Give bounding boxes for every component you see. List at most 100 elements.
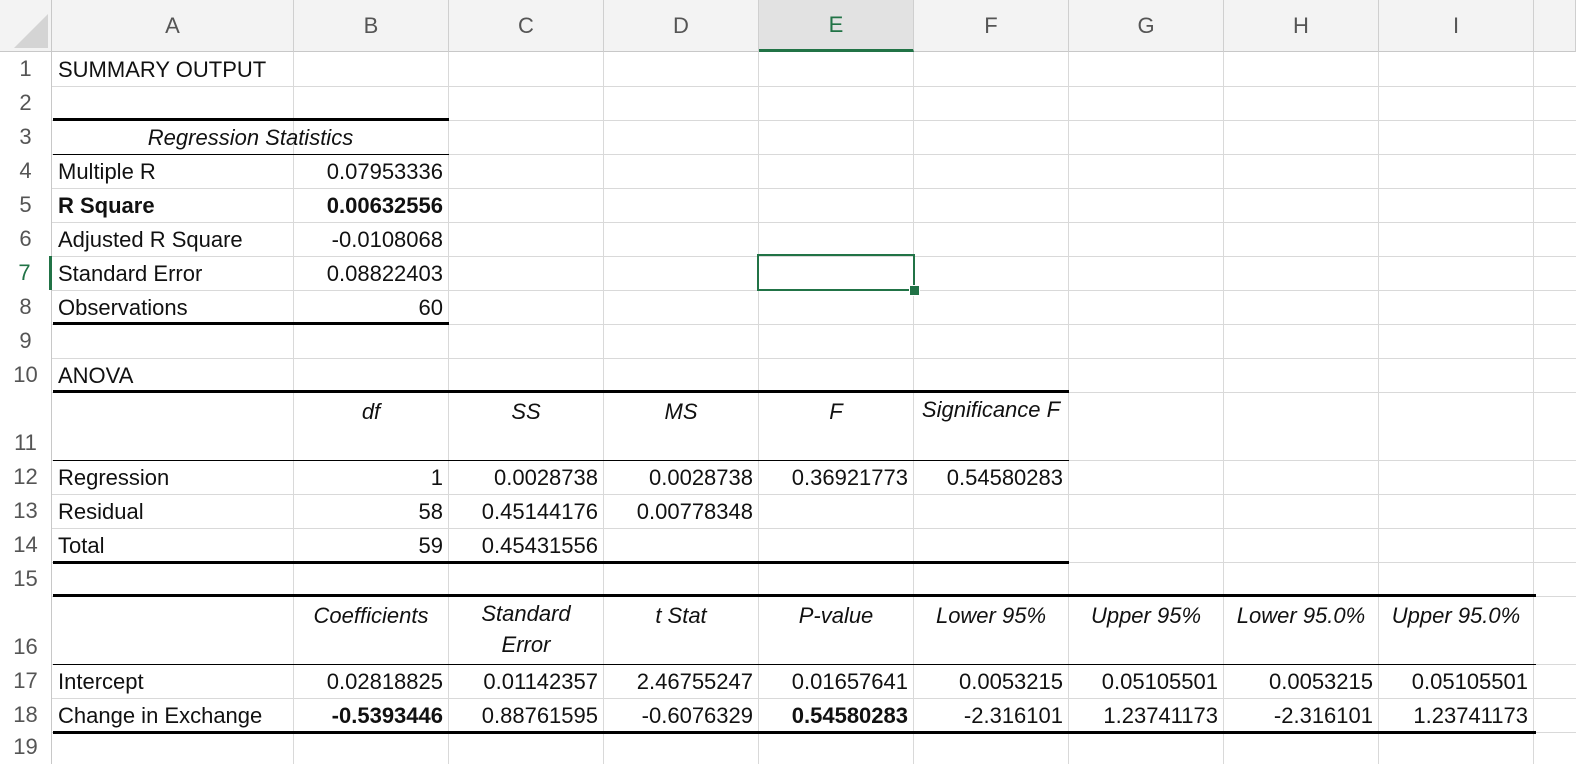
column-header-h[interactable]: H <box>1224 0 1379 52</box>
stat-value[interactable]: -0.0108068 <box>331 226 443 252</box>
column-header-i[interactable]: I <box>1379 0 1534 52</box>
row-header-10[interactable]: 10 <box>0 358 52 392</box>
row-header-2[interactable]: 2 <box>0 86 52 120</box>
coef-row-label[interactable]: Intercept <box>58 668 144 694</box>
fill-handle[interactable] <box>909 285 920 296</box>
stat-label[interactable]: Multiple R <box>58 158 156 184</box>
coef-cell[interactable]: 0.01657641 <box>791 668 908 694</box>
active-cell-selection[interactable] <box>757 254 915 291</box>
coef-cell[interactable]: -0.6076329 <box>641 702 753 728</box>
gridline <box>603 52 604 764</box>
coef-cell[interactable]: 0.01142357 <box>483 668 598 694</box>
coef-header[interactable]: Upper 95% <box>1090 603 1202 628</box>
row-header-5[interactable]: 5 <box>0 188 52 222</box>
coef-header[interactable]: t Stat <box>655 603 707 628</box>
coef-cell[interactable]: 0.54580283 <box>791 702 908 728</box>
column-header-a[interactable]: A <box>52 0 294 52</box>
stat-label[interactable]: Observations <box>58 294 188 320</box>
coef-cell[interactable]: 0.02818825 <box>326 668 443 694</box>
anova-header-significance-f[interactable]: Significance F <box>921 397 1061 422</box>
column-header-f[interactable]: F <box>914 0 1069 52</box>
row-header-4[interactable]: 4 <box>0 154 52 188</box>
anova-cell[interactable]: 1 <box>430 464 443 490</box>
select-all-button[interactable] <box>0 0 52 52</box>
coef-cell[interactable]: 1.23741173 <box>1103 702 1218 728</box>
stat-label[interactable]: R Square <box>58 192 155 218</box>
anova-cell[interactable]: 0.0028738 <box>649 464 753 490</box>
coef-header[interactable]: Lower 95% <box>935 603 1047 628</box>
row-header-6[interactable]: 6 <box>0 222 52 256</box>
table-rule <box>53 390 1069 393</box>
gridline <box>1223 52 1224 764</box>
coef-cell[interactable]: 0.88761595 <box>481 702 598 728</box>
coef-cell[interactable]: 0.05105501 <box>1411 668 1528 694</box>
column-header-j[interactable] <box>1534 0 1576 52</box>
anova-cell[interactable]: 0.45144176 <box>481 498 598 524</box>
coef-header[interactable]: P-value <box>798 603 874 628</box>
anova-cell[interactable]: 59 <box>418 532 443 558</box>
column-header-g[interactable]: G <box>1069 0 1224 52</box>
row-header-17[interactable]: 17 <box>0 664 52 698</box>
anova-header-f[interactable]: F <box>829 399 843 424</box>
coef-cell[interactable]: -2.316101 <box>963 702 1063 728</box>
row-header-7[interactable]: 7 <box>0 256 52 290</box>
row-header-15[interactable]: 15 <box>0 562 52 596</box>
anova-row-label[interactable]: Total <box>58 532 105 558</box>
anova-cell[interactable]: 0.45431556 <box>481 532 598 558</box>
coef-cell[interactable]: 1.23741173 <box>1413 702 1528 728</box>
anova-header-ss[interactable]: SS <box>511 399 541 424</box>
stat-value[interactable]: 0.07953336 <box>326 158 443 184</box>
row-header-3[interactable]: 3 <box>0 120 52 154</box>
column-header-e[interactable]: E <box>759 0 914 52</box>
anova-header-ms[interactable]: MS <box>664 399 698 424</box>
coef-cell[interactable]: -0.5393446 <box>331 702 443 728</box>
row-header-8[interactable]: 8 <box>0 290 52 324</box>
anova-row-label[interactable]: Regression <box>58 464 170 490</box>
anova-title[interactable]: ANOVA <box>58 362 134 388</box>
anova-header-df[interactable]: df <box>361 399 381 424</box>
coef-cell[interactable]: 2.46755247 <box>636 668 753 694</box>
stat-value[interactable]: 0.08822403 <box>326 260 443 286</box>
anova-row-label[interactable]: Residual <box>58 498 144 524</box>
gridline <box>52 154 1576 155</box>
column-header-d[interactable]: D <box>604 0 759 52</box>
row-header-18[interactable]: 18 <box>0 698 52 732</box>
anova-cell[interactable]: 58 <box>418 498 443 524</box>
stat-label[interactable]: Adjusted R Square <box>58 226 243 252</box>
row-header-13[interactable]: 13 <box>0 494 52 528</box>
column-header-b[interactable]: B <box>294 0 449 52</box>
stat-label[interactable]: Standard Error <box>58 260 203 286</box>
gridline <box>52 324 1576 325</box>
regression-statistics-header[interactable]: Regression Statistics <box>147 124 354 150</box>
anova-cell[interactable]: 0.0028738 <box>494 464 598 490</box>
select-all-triangle-icon <box>14 14 48 48</box>
coef-header[interactable]: Upper 95.0% <box>1391 603 1521 628</box>
coef-header[interactable]: Lower 95.0% <box>1236 603 1366 628</box>
row-header-1[interactable]: 1 <box>0 52 52 86</box>
table-rule <box>53 664 1536 665</box>
row-header-16[interactable]: 16 <box>0 596 52 664</box>
summary-title[interactable]: SUMMARY OUTPUT <box>58 56 267 82</box>
stat-value[interactable]: 0.00632556 <box>326 192 443 218</box>
table-rule <box>53 561 1069 564</box>
row-header-14[interactable]: 14 <box>0 528 52 562</box>
coef-header[interactable]: Coefficients <box>313 603 429 628</box>
stat-value[interactable]: 60 <box>418 294 443 320</box>
coef-row-label[interactable]: Change in Exchange <box>58 702 263 728</box>
gridline <box>52 86 1576 87</box>
row-header-9[interactable]: 9 <box>0 324 52 358</box>
row-header-12[interactable]: 12 <box>0 460 52 494</box>
coef-cell[interactable]: -2.316101 <box>1273 702 1373 728</box>
coef-header[interactable]: Standard Error <box>481 601 571 657</box>
row-header-19[interactable]: 19 <box>0 732 52 764</box>
gridline <box>52 698 1576 699</box>
coef-cell[interactable]: 0.05105501 <box>1101 668 1218 694</box>
coef-cell[interactable]: 0.0053215 <box>959 668 1063 694</box>
column-header-c[interactable]: C <box>449 0 604 52</box>
anova-cell[interactable]: 0.00778348 <box>636 498 753 524</box>
coef-cell[interactable]: 0.0053215 <box>1269 668 1373 694</box>
anova-cell[interactable]: 0.36921773 <box>791 464 908 490</box>
anova-cell[interactable]: 0.54580283 <box>946 464 1063 490</box>
row-header-11[interactable]: 11 <box>0 392 52 460</box>
